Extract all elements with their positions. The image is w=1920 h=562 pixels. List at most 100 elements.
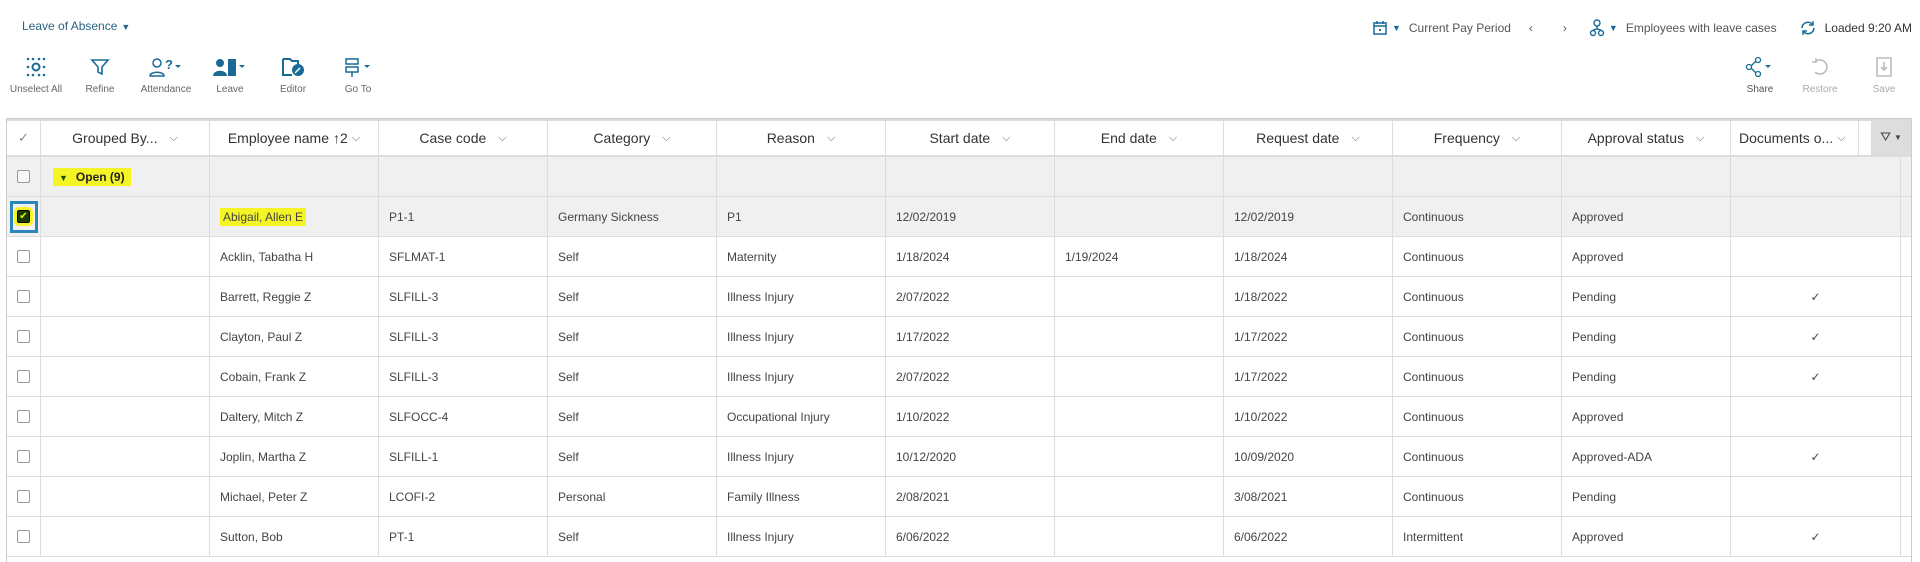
row-checkbox[interactable] <box>17 410 30 423</box>
table-row[interactable]: Cobain, Frank Z SLFILL-3 Self Illness Injur… <box>7 357 1911 397</box>
docs-cell <box>1731 197 1901 236</box>
chevron-down-icon[interactable]: ⌵ <box>1351 131 1360 144</box>
previous-period-button[interactable]: ‹ <box>1528 21 1533 35</box>
reason-cell: Occupational Injury <box>717 397 886 436</box>
chevron-down-icon[interactable]: ⌵ <box>498 131 507 144</box>
go-to-button[interactable]: Go To <box>328 56 388 95</box>
reason-cell: Family Illness <box>717 477 886 516</box>
column-header-case-code[interactable]: Case code ⌵ <box>379 121 548 155</box>
column-header-employee-name[interactable]: Employee name ↑2 ⌵ <box>210 121 379 155</box>
request-cell: 10/09/2020 <box>1224 437 1393 476</box>
row-checkbox[interactable] <box>17 450 30 463</box>
frequency-cell: Continuous <box>1393 317 1562 356</box>
attendance-button[interactable]: ? Attendance <box>136 56 196 95</box>
grouped-by-cell <box>41 517 210 556</box>
chevron-down-icon[interactable]: ⌵ <box>1837 131 1846 144</box>
start-cell: 2/07/2022 <box>886 277 1055 316</box>
column-header-label: Case code <box>419 130 487 146</box>
caret-down-icon: ▼ <box>1894 132 1902 142</box>
chevron-down-icon[interactable]: ⌵ <box>1002 131 1011 144</box>
column-header-reason[interactable]: Reason ⌵ <box>717 121 886 155</box>
group-empty-cell <box>1393 157 1562 196</box>
start-cell: 2/07/2022 <box>886 357 1055 396</box>
sort-ascending-icon[interactable]: ↑2 <box>333 130 348 146</box>
category-value: Personal <box>558 489 606 504</box>
view-title: Leave of Absence <box>22 19 118 33</box>
grouped-by-cell <box>41 357 210 396</box>
leave-button[interactable]: Leave <box>200 56 260 95</box>
column-header-grouped-by[interactable]: Grouped By... ⌵ <box>41 121 210 155</box>
save-button[interactable]: Save <box>1854 56 1914 95</box>
table-row[interactable]: ✔ Abigail, Allen E P1-1 Germany Sickness P1 1… <box>7 197 1911 237</box>
view-selector[interactable]: Leave of Absence ▼ <box>22 19 130 33</box>
refresh-button[interactable]: Loaded 9:20 AM <box>1799 19 1912 37</box>
row-checkbox[interactable] <box>17 250 30 263</box>
chevron-down-icon[interactable]: ⌵ <box>1511 131 1521 144</box>
unselect-all-button[interactable]: Unselect All <box>6 56 66 95</box>
end-cell <box>1055 477 1224 516</box>
start-cell: 1/18/2024 <box>886 237 1055 276</box>
row-checkbox[interactable]: ✔ <box>14 207 33 226</box>
row-checkbox[interactable] <box>17 490 30 503</box>
share-button[interactable]: Share <box>1730 56 1790 95</box>
chevron-down-icon[interactable]: ⌵ <box>351 131 361 144</box>
column-header-category[interactable]: Category ⌵ <box>548 121 717 155</box>
restore-button[interactable]: Restore <box>1790 56 1850 95</box>
document-check-icon: ✓ <box>1810 289 1821 304</box>
status-cell: Approved <box>1562 517 1731 556</box>
editor-button[interactable]: Editor <box>263 56 323 95</box>
group-empty-cell <box>379 157 548 196</box>
table-row[interactable]: Sutton, Bob PT-1 Self Illness Injury 6/06/20… <box>7 517 1911 557</box>
row-checkbox-cell <box>7 437 41 476</box>
request-value: 10/09/2020 <box>1234 449 1295 464</box>
attendance-label: Attendance <box>140 84 192 95</box>
row-checkbox[interactable] <box>17 290 30 303</box>
employee-group-selector[interactable]: ▼ Employees with leave cases <box>1589 19 1777 37</box>
request-cell: 3/08/2021 <box>1224 477 1393 516</box>
column-filter-button[interactable]: ⛛ ▼ <box>1871 119 1911 155</box>
table-row[interactable]: Clayton, Paul Z SLFILL-3 Self Illness Injur… <box>7 317 1911 357</box>
docs-cell: ✓ <box>1731 437 1901 476</box>
group-checkbox[interactable] <box>17 170 30 183</box>
column-header-label: End date <box>1100 130 1157 146</box>
row-checkbox[interactable] <box>17 530 30 543</box>
column-header-start-date[interactable]: Start date ⌵ <box>886 121 1055 155</box>
editor-icon <box>282 58 304 76</box>
frequency-value: Intermittent <box>1403 529 1464 544</box>
chevron-down-icon[interactable]: ⌵ <box>1168 131 1178 144</box>
chevron-down-icon[interactable]: ⌵ <box>1696 131 1705 144</box>
frequency-value: Continuous <box>1403 449 1464 464</box>
status-cell: Pending <box>1562 357 1731 396</box>
column-header-label: Reason <box>766 130 815 146</box>
row-checkbox[interactable] <box>17 330 30 343</box>
table-row[interactable]: Acklin, Tabatha H SFLMAT-1 Self Maternity 1/… <box>7 237 1911 277</box>
request-value: 1/17/2022 <box>1234 369 1288 384</box>
refine-button[interactable]: Refine <box>70 56 130 95</box>
table-row[interactable]: Joplin, Martha Z SLFILL-1 Self Illness Inju… <box>7 437 1911 477</box>
chevron-down-icon[interactable]: ⌵ <box>169 131 178 144</box>
group-label-cell[interactable]: ▼ Open (9) <box>41 157 210 196</box>
start-cell: 2/08/2021 <box>886 477 1055 516</box>
row-checkbox[interactable] <box>17 370 30 383</box>
select-all-column[interactable]: ✓ <box>7 121 41 155</box>
status-cell: Pending <box>1562 317 1731 356</box>
column-header-documents-o[interactable]: Documents o... ⌵ <box>1731 121 1859 155</box>
next-period-button[interactable]: › <box>1562 21 1567 35</box>
row-checkbox-cell <box>7 517 41 556</box>
table-row[interactable]: Barrett, Reggie Z SLFILL-3 Self Illness Inj… <box>7 277 1911 317</box>
table-row[interactable]: Daltery, Mitch Z SLFOCC-4 Self Occupational… <box>7 397 1911 437</box>
group-row[interactable]: ▼ Open (9) <box>7 157 1911 197</box>
chevron-down-icon[interactable]: ⌵ <box>826 131 836 144</box>
group-empty-cell <box>1562 157 1731 196</box>
table-row[interactable]: Michael, Peter Z LCOFI-2 Personal Family Il… <box>7 477 1911 517</box>
group-empty-cell <box>717 157 886 196</box>
pay-period-selector[interactable]: ▼ Current Pay Period ‹ › <box>1372 20 1567 36</box>
column-header-frequency[interactable]: Frequency ⌵ <box>1393 121 1562 155</box>
column-header-end-date[interactable]: End date ⌵ <box>1055 121 1224 155</box>
column-header-approval-status[interactable]: Approval status ⌵ <box>1562 121 1731 155</box>
chevron-down-icon[interactable]: ⌵ <box>662 131 671 144</box>
request-cell: 6/06/2022 <box>1224 517 1393 556</box>
case-cell: SLFILL-1 <box>379 437 548 476</box>
filter-icon: ⛛ <box>1880 129 1891 144</box>
column-header-request-date[interactable]: Request date ⌵ <box>1224 121 1393 155</box>
